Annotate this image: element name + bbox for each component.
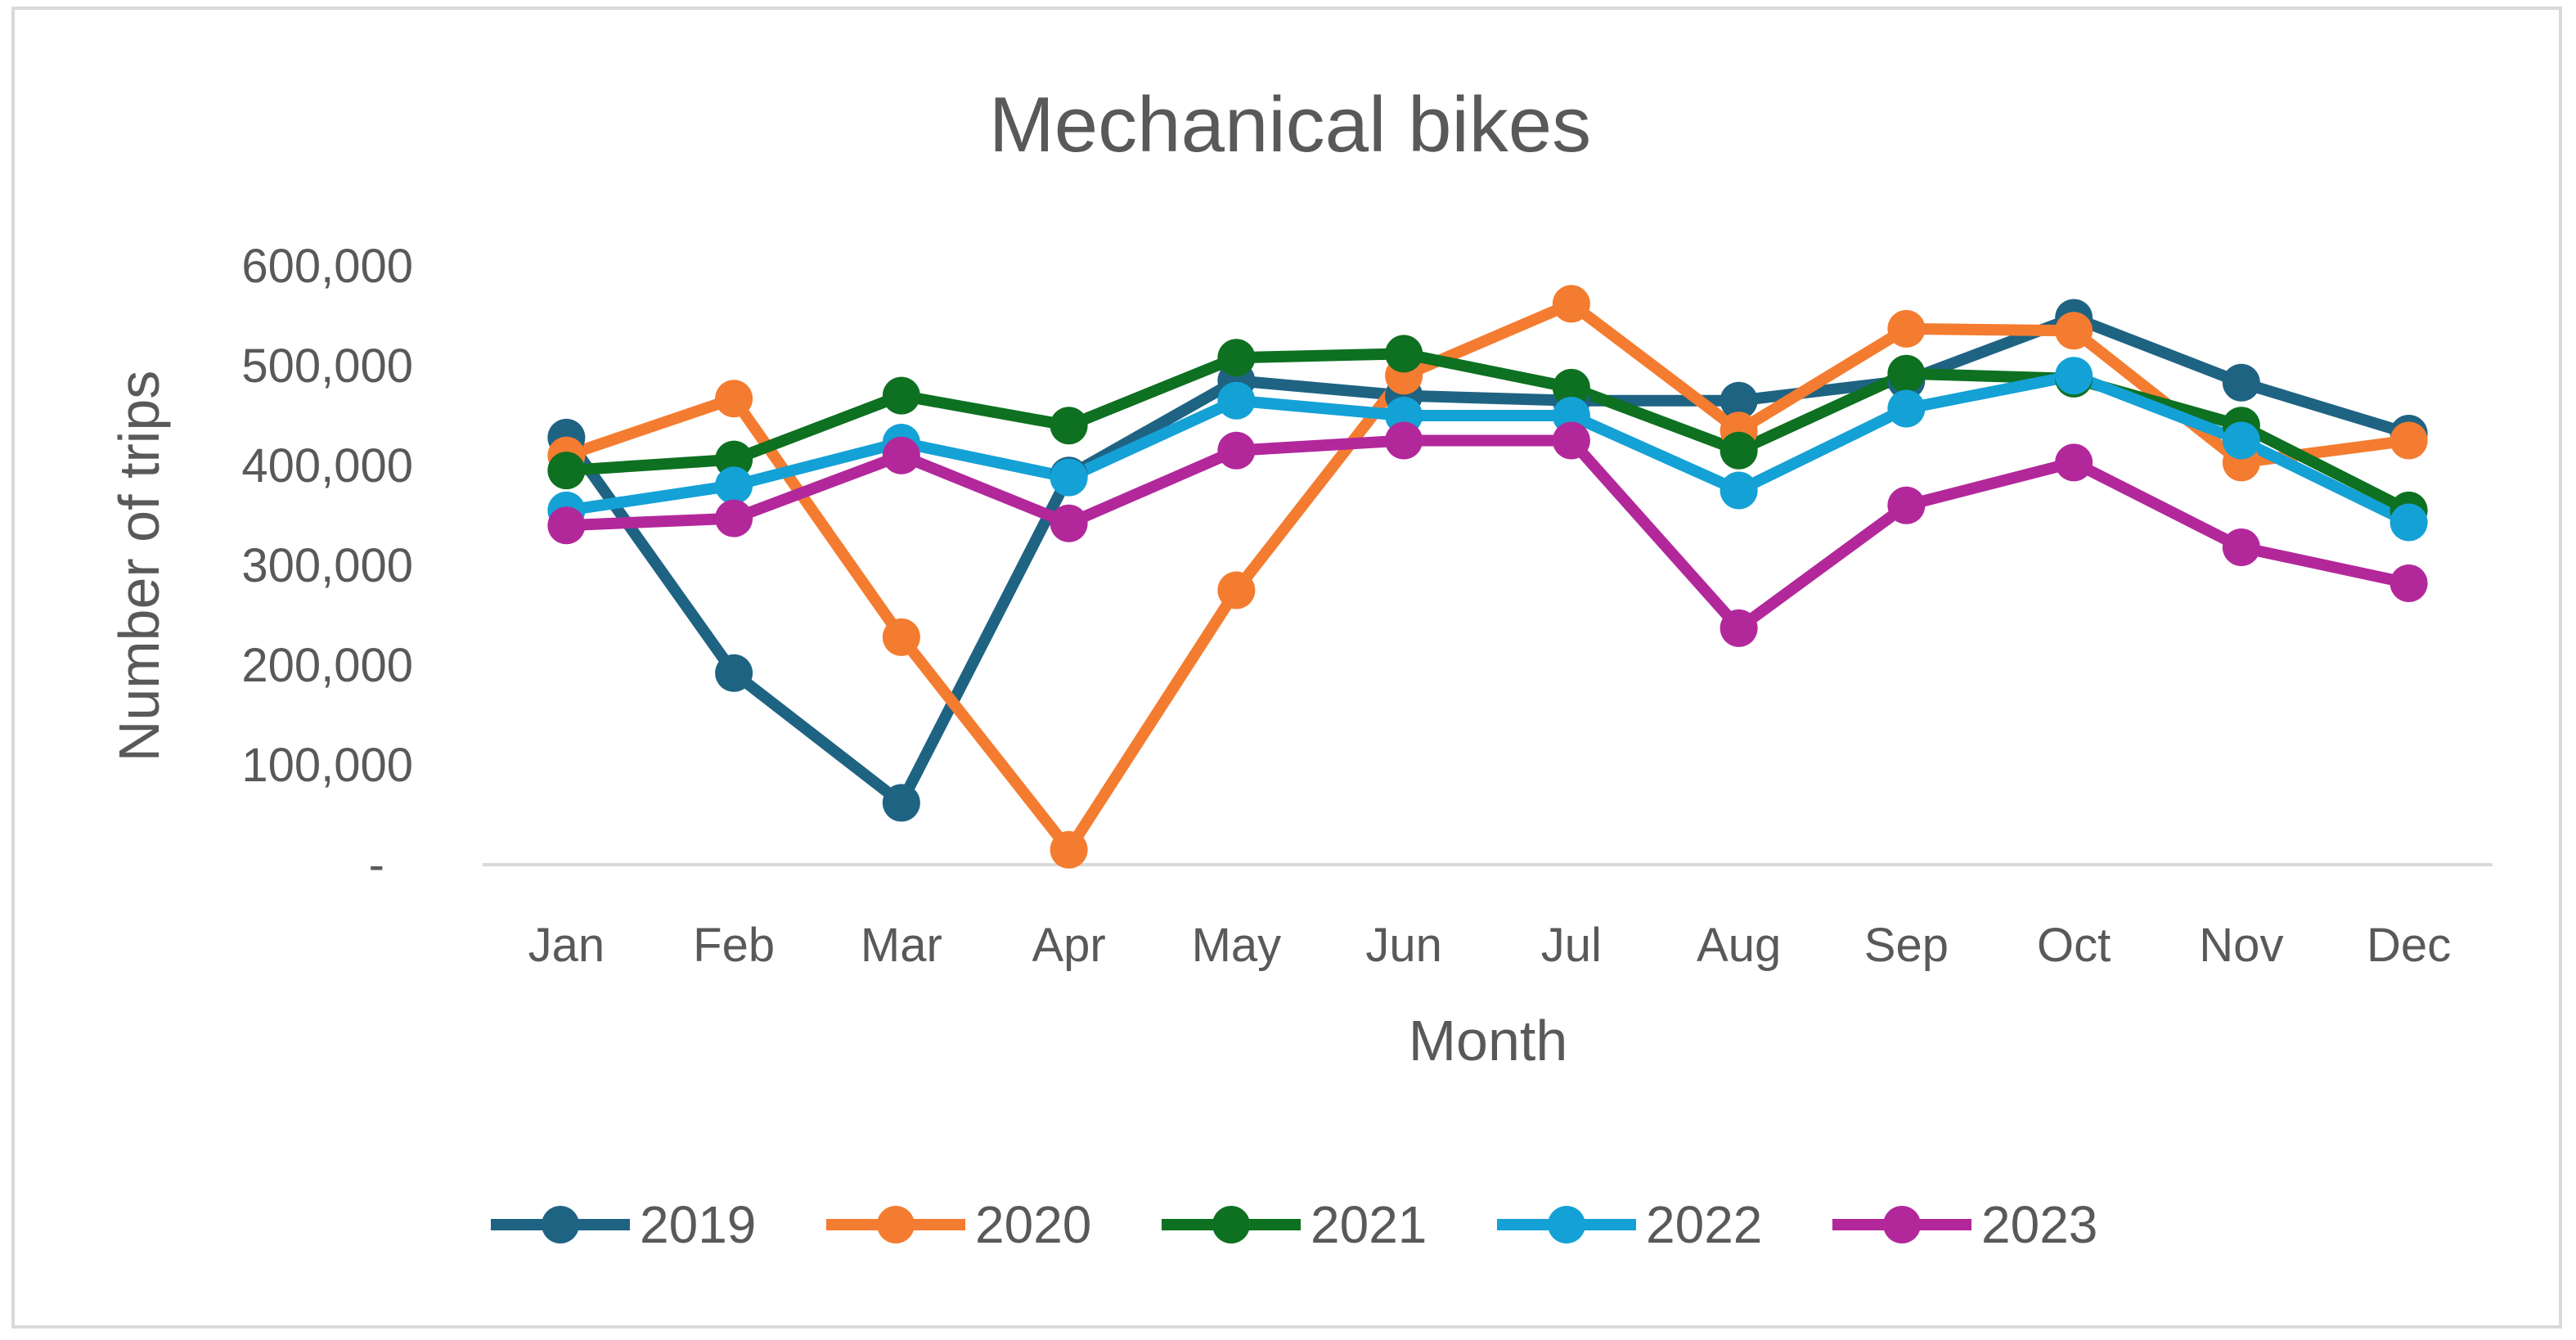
legend-item-2021: 2021 bbox=[1162, 1195, 1427, 1254]
data-point-2020-may bbox=[1217, 571, 1256, 609]
data-point-2019-mar bbox=[882, 784, 920, 822]
x-tick-label: Jan bbox=[528, 919, 605, 972]
x-tick-label: Nov bbox=[2199, 919, 2283, 972]
legend: 2019 2020 2021 2022 2023 bbox=[491, 1195, 2097, 1254]
chart-title: Mechanical bikes bbox=[989, 81, 1591, 169]
data-point-2022-sep bbox=[1887, 389, 1926, 428]
series-line-2020 bbox=[560, 298, 2415, 856]
legend-marker-swatch bbox=[1883, 1206, 1921, 1243]
data-point-2021-jun bbox=[1385, 335, 1423, 373]
y-tick-label: 100,000 bbox=[241, 739, 413, 792]
series-line-2019 bbox=[560, 312, 2415, 809]
data-point-2020-feb bbox=[715, 380, 753, 418]
data-point-2023-sep bbox=[1887, 486, 1926, 524]
y-tick-label: - bbox=[369, 839, 384, 892]
data-point-2022-dec bbox=[2389, 503, 2428, 542]
chart-frame bbox=[11, 7, 2562, 1329]
y-tick-label: 500,000 bbox=[241, 339, 413, 393]
data-point-2021-mar bbox=[882, 376, 920, 415]
legend-marker-swatch bbox=[542, 1206, 579, 1243]
y-axis-ticks: - 100,000 200,000 300,000 400,000 500,000 600,… bbox=[241, 240, 413, 892]
legend-item-2019: 2019 bbox=[491, 1195, 756, 1254]
legend-label: 2021 bbox=[1310, 1195, 1427, 1254]
x-axis-title: Month bbox=[1409, 1009, 1568, 1072]
data-point-2022-apr bbox=[1050, 458, 1088, 497]
data-point-2023-jul bbox=[1552, 421, 1590, 460]
x-axis-ticks: Jan Feb Mar Apr May Jun Jul Aug Sep Oct Nov Dec bbox=[528, 919, 2452, 972]
data-point-2023-aug bbox=[1720, 609, 1758, 647]
series-line-2023 bbox=[560, 434, 2415, 634]
x-tick-label: Apr bbox=[1032, 919, 1105, 972]
legend-label: 2019 bbox=[640, 1195, 756, 1254]
data-point-2022-aug bbox=[1720, 471, 1758, 510]
x-tick-label: May bbox=[1192, 919, 1282, 972]
data-point-2023-nov bbox=[2222, 528, 2260, 567]
legend-label: 2023 bbox=[1981, 1195, 2097, 1254]
y-tick-label: 600,000 bbox=[241, 240, 413, 293]
data-point-2020-oct bbox=[2055, 312, 2093, 350]
data-point-2023-jun bbox=[1385, 421, 1423, 460]
data-point-2022-feb bbox=[715, 466, 753, 505]
y-tick-label: 400,000 bbox=[241, 439, 413, 492]
data-point-2022-may bbox=[1217, 381, 1256, 420]
legend-marker-swatch bbox=[877, 1206, 915, 1243]
legend-marker-swatch bbox=[1212, 1206, 1250, 1243]
y-tick-label: 300,000 bbox=[241, 539, 413, 592]
data-point-2020-apr bbox=[1050, 830, 1088, 869]
data-point-2019-nov bbox=[2222, 363, 2260, 402]
data-point-2023-dec bbox=[2389, 564, 2428, 602]
data-point-2021-feb bbox=[715, 440, 753, 479]
x-tick-label: Dec bbox=[2367, 919, 2451, 972]
x-tick-label: Mar bbox=[861, 919, 942, 972]
data-point-2023-feb bbox=[715, 499, 753, 537]
data-point-2019-feb bbox=[715, 654, 753, 692]
data-point-2023-apr bbox=[1050, 504, 1088, 542]
data-point-2023-mar bbox=[882, 436, 920, 474]
data-point-2021-jan bbox=[547, 452, 586, 490]
x-tick-label: Jul bbox=[1541, 919, 1602, 972]
series-lines bbox=[560, 298, 2415, 856]
x-tick-label: Jun bbox=[1365, 919, 1442, 972]
x-tick-label: Oct bbox=[2037, 919, 2111, 972]
data-point-2023-jan bbox=[547, 506, 586, 545]
legend-label: 2020 bbox=[975, 1195, 1091, 1254]
series-points bbox=[547, 285, 2428, 869]
data-point-2020-mar bbox=[882, 618, 920, 656]
legend-item-2022: 2022 bbox=[1497, 1195, 1762, 1254]
data-point-2021-jul bbox=[1552, 368, 1590, 407]
data-point-2021-aug bbox=[1720, 431, 1758, 470]
x-tick-label: Feb bbox=[693, 919, 775, 972]
series-line-2022 bbox=[560, 370, 2415, 528]
data-point-2020-dec bbox=[2389, 421, 2428, 460]
legend-item-2023: 2023 bbox=[1832, 1195, 2097, 1254]
x-tick-label: Aug bbox=[1697, 919, 1781, 972]
data-point-2020-sep bbox=[1887, 309, 1926, 348]
data-point-2019-aug bbox=[1720, 381, 1758, 420]
data-point-2022-oct bbox=[2055, 357, 2093, 395]
data-point-2021-sep bbox=[1887, 354, 1926, 393]
data-point-2020-jul bbox=[1552, 285, 1590, 323]
y-tick-label: 200,000 bbox=[241, 639, 413, 692]
data-point-2021-may bbox=[1217, 339, 1256, 377]
y-axis-title: Number of trips bbox=[107, 371, 171, 762]
data-point-2023-oct bbox=[2055, 443, 2093, 482]
legend-label: 2022 bbox=[1646, 1195, 1762, 1254]
legend-marker-swatch bbox=[1548, 1206, 1585, 1243]
data-point-2021-apr bbox=[1050, 407, 1088, 445]
legend-item-2020: 2020 bbox=[826, 1195, 1091, 1254]
x-tick-label: Sep bbox=[1864, 919, 1949, 972]
data-point-2022-nov bbox=[2222, 421, 2260, 460]
data-point-2023-may bbox=[1217, 431, 1256, 470]
